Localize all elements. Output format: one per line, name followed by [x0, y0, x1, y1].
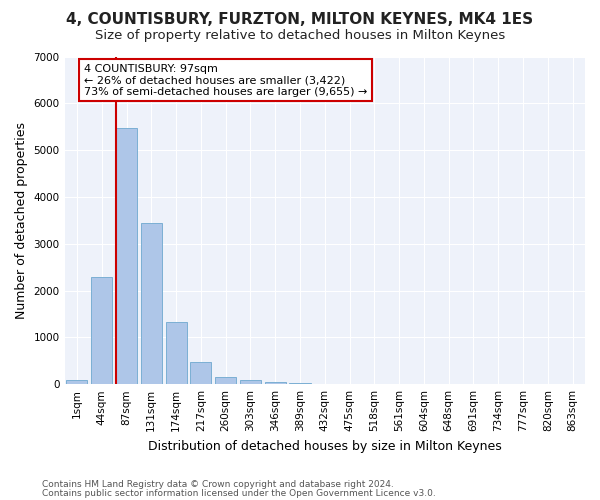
Bar: [67, 380, 88, 384]
Bar: [289, 383, 311, 384]
X-axis label: Distribution of detached houses by size in Milton Keynes: Distribution of detached houses by size …: [148, 440, 502, 452]
Bar: [141, 222, 162, 384]
Bar: [116, 128, 137, 384]
Text: Contains HM Land Registry data © Crown copyright and database right 2024.: Contains HM Land Registry data © Crown c…: [42, 480, 394, 489]
Bar: [190, 362, 211, 384]
Bar: [265, 382, 286, 384]
Bar: [240, 380, 261, 384]
Bar: [166, 322, 187, 384]
Text: Contains public sector information licensed under the Open Government Licence v3: Contains public sector information licen…: [42, 488, 436, 498]
Text: Size of property relative to detached houses in Milton Keynes: Size of property relative to detached ho…: [95, 29, 505, 42]
Bar: [215, 377, 236, 384]
Y-axis label: Number of detached properties: Number of detached properties: [15, 122, 28, 319]
Text: 4 COUNTISBURY: 97sqm
← 26% of detached houses are smaller (3,422)
73% of semi-de: 4 COUNTISBURY: 97sqm ← 26% of detached h…: [84, 64, 367, 96]
Text: 4, COUNTISBURY, FURZTON, MILTON KEYNES, MK4 1ES: 4, COUNTISBURY, FURZTON, MILTON KEYNES, …: [67, 12, 533, 28]
Bar: [91, 278, 112, 384]
